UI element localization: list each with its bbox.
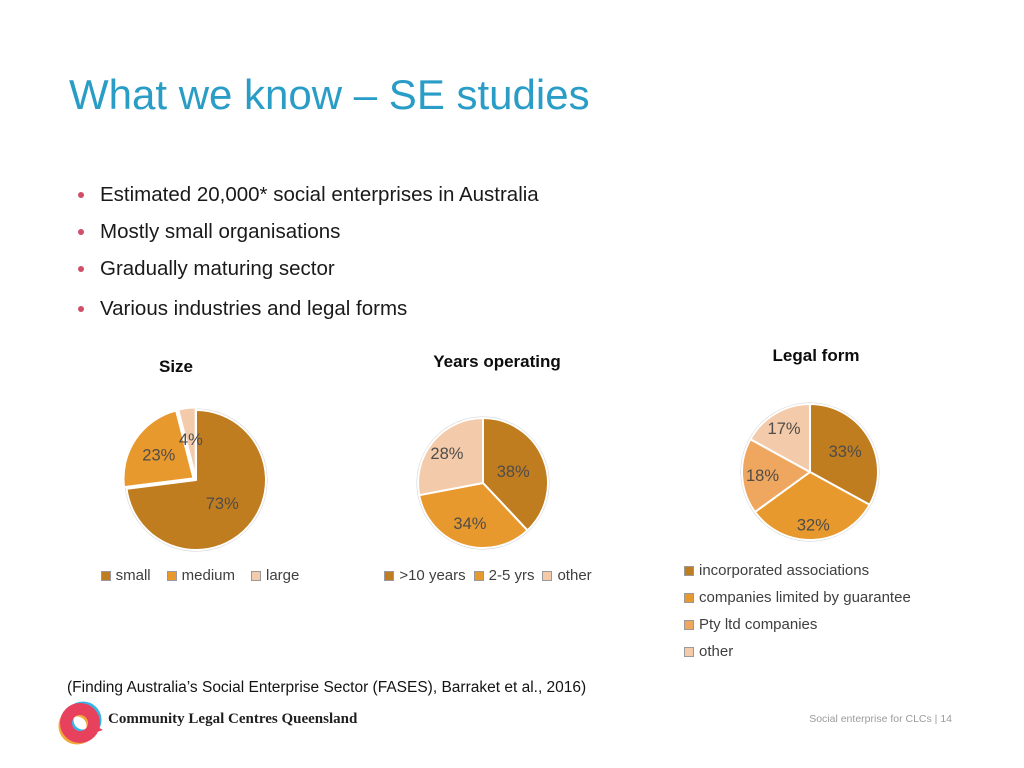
legend-swatch-icon [542, 570, 553, 581]
pie-slice-incorporated-associations [809, 403, 879, 506]
legend-swatch-icon [684, 619, 694, 630]
legend-item-medium: medium [166, 566, 235, 585]
pie-value-label: 33% [829, 443, 862, 461]
pie-value-label: 4% [179, 431, 203, 449]
legend-item-incorporated-associations: incorporated associations [684, 561, 869, 580]
pie-value-label: 38% [497, 463, 530, 481]
legend-label: companies limited by guarantee [699, 589, 911, 606]
years-pie-legend: >10 years 2-5 yrs other [368, 566, 608, 585]
pie-slice-2-5-yrs [418, 482, 529, 549]
logo-pink-ring [60, 703, 100, 743]
size-pie-legend: small medium large [80, 566, 320, 585]
pie-value-label: 18% [746, 467, 779, 485]
legend-label: Pty ltd companies [699, 616, 818, 633]
slide-footer-page-label: Social enterprise for CLCs | 14 [809, 713, 952, 725]
pie-slice-large [177, 406, 197, 479]
legend-item-pty-ltd-companies: Pty ltd companies [684, 615, 817, 634]
pie-slice-companies-limited-by-guarantee [753, 471, 871, 541]
legend-swatch-icon [473, 570, 484, 581]
pie-value-label: 23% [142, 446, 175, 464]
legend-item-companies-limited-by-guarantee: companies limited by guarantee [684, 588, 911, 607]
source-citation: (Finding Australia’s Social Enterprise S… [67, 679, 587, 696]
bullet-dot-icon [78, 228, 84, 235]
legend-label: large [266, 567, 300, 584]
legend-label: 2-5 yrs [488, 567, 535, 584]
legend-item-other: other [542, 566, 592, 585]
legend-item--10-years: >10 years [384, 566, 466, 585]
size-chart-title: Size [158, 357, 194, 376]
legal-form-chart-title: Legal form [772, 346, 860, 365]
bullet-dot-icon [78, 305, 84, 312]
bullet-text: Mostly small organisations [100, 219, 341, 243]
bullet-list: Estimated 20,000* social enterprises in … [78, 176, 539, 327]
bullet-item: Gradually maturing sector [78, 250, 539, 287]
years-pie-chart: 38% 34% 28% [416, 416, 550, 550]
legend-item-2-5-yrs: 2-5 yrs [473, 566, 535, 585]
legend-swatch-icon [384, 570, 395, 581]
legend-swatch-icon [166, 570, 177, 581]
legend-item-large: large [251, 566, 299, 585]
bullet-dot-icon [78, 191, 84, 198]
bullet-item: Mostly small organisations [78, 213, 539, 250]
legend-swatch-icon [251, 570, 261, 581]
legal-form-pie-chart: 33% 32% 18% 17% [740, 402, 880, 542]
bullet-text: Various industries and legal forms [100, 296, 408, 320]
years-chart-title: Years operating [433, 352, 561, 371]
pie-slice-pty-ltd-companies [741, 438, 811, 513]
bullet-text: Estimated 20,000* social enterprises in … [100, 182, 539, 206]
pie-slice-medium [122, 409, 195, 489]
bullet-text: Gradually maturing sector [100, 256, 335, 280]
legend-label: other [699, 643, 734, 660]
legend-swatch-icon [684, 592, 694, 603]
bullet-item: Various industries and legal forms [78, 290, 539, 327]
legend-item-other: other [684, 642, 733, 661]
legend-label: >10 years [399, 567, 466, 584]
pie-value-label: 32% [797, 517, 830, 535]
legend-label: incorporated associations [699, 562, 870, 579]
pie-slice--10-years [482, 417, 549, 532]
legend-label: medium [181, 567, 235, 584]
legend-label: small [115, 567, 151, 584]
pie-slice-other [749, 403, 811, 473]
organisation-name: Community Legal Centres Queensland [108, 711, 358, 727]
slide-title: What we know – SE studies [69, 71, 590, 118]
legend-swatch-icon [100, 570, 111, 581]
clcq-logo-icon [58, 701, 103, 745]
pie-value-label: 73% [206, 495, 239, 513]
pie-value-label: 17% [768, 420, 801, 438]
pie-value-label: 34% [453, 515, 486, 533]
pie-slice-other [417, 417, 484, 497]
legend-swatch-icon [684, 565, 694, 576]
pie-slice-small [125, 409, 267, 551]
legend-item-small: small [100, 566, 151, 585]
legend-label: other [557, 567, 592, 584]
size-pie-chart: 73% 23%4% [122, 406, 268, 552]
legend-swatch-icon [684, 646, 694, 657]
bullet-item: Estimated 20,000* social enterprises in … [78, 176, 539, 213]
bullet-dot-icon [78, 265, 84, 272]
pie-value-label: 28% [430, 445, 463, 463]
legal-form-pie-legend: incorporated associations companies limit… [684, 561, 911, 661]
